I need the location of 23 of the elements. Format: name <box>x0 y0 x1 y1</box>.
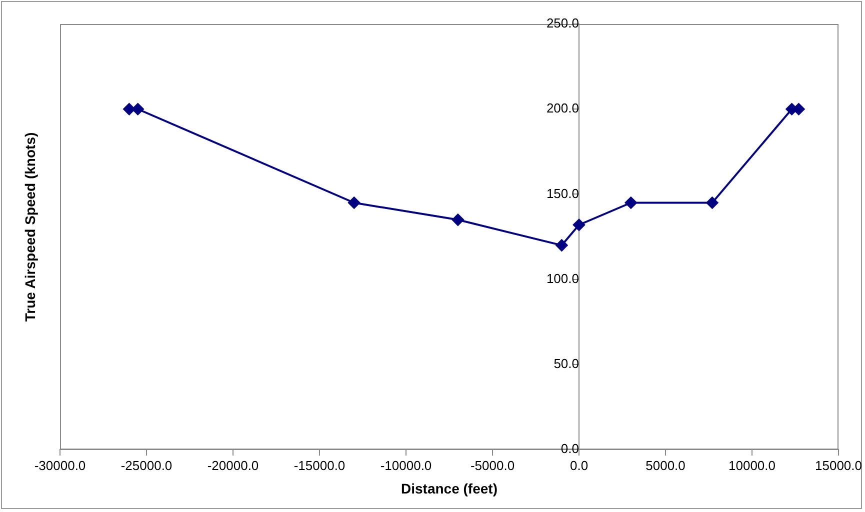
y-tick-label: 150.0 <box>546 186 580 201</box>
point <box>706 196 718 209</box>
x-tick-label: 5000.0 <box>646 458 686 473</box>
point <box>452 214 464 226</box>
y-tick-label: 50.0 <box>554 356 580 372</box>
x-tick-label: 10000.0 <box>728 458 776 473</box>
point <box>348 196 360 209</box>
x-tick-label: -5000.0 <box>470 458 515 473</box>
y-tick-label: 100.0 <box>546 270 580 286</box>
x-tick-label: -15000.0 <box>294 458 346 473</box>
x-tick-label: 15000.0 <box>815 458 862 473</box>
point <box>573 218 586 231</box>
y-tick-label: 250.0 <box>546 16 580 31</box>
x-tick-label: -20000.0 <box>207 458 259 473</box>
point <box>624 196 637 209</box>
x-tick-label: -25000.0 <box>120 458 172 473</box>
point <box>556 239 568 252</box>
y-tick-label: 0.0 <box>560 441 580 456</box>
x-tick-label: -10000.0 <box>380 458 432 473</box>
y-tick-label: 200.0 <box>546 100 580 116</box>
x-axis-title: Distance (feet) <box>401 480 498 496</box>
y-axis-title: True Airspeed Speed (knots) <box>22 132 38 322</box>
x-tick-label: -30000.0 <box>34 458 86 473</box>
